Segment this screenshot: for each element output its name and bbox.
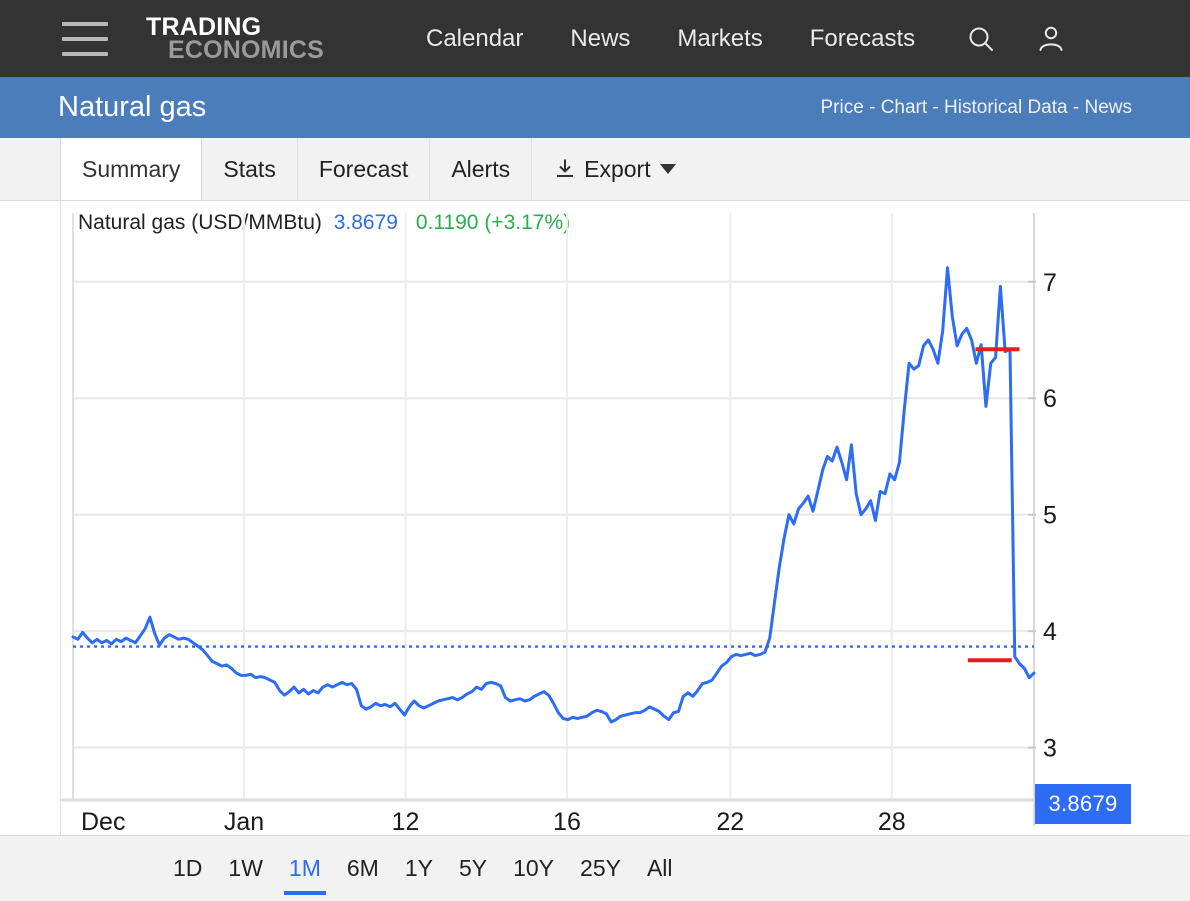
range-button-label: 1W [228,855,263,881]
range-button-label: All [646,855,673,881]
range-button-1w[interactable]: 1W [215,851,276,886]
chart-gridlines [61,213,1035,826]
chevron-down-icon [659,164,676,174]
nav-item-markets[interactable]: Markets [677,24,763,52]
tab-alerts[interactable]: Alerts [430,138,533,200]
svg-text:4: 4 [1043,618,1057,646]
hamburger-line [62,36,108,41]
breadcrumb: Price - Chart - Historical Data - News [821,97,1133,119]
price-line-chart[interactable]: 3 4 5 6 7 Dec Jan 12 16 22 28 [0,201,1190,835]
breadcrumb-separator: - [927,96,945,118]
tab-alerts-label: Alerts [451,155,511,182]
page-title: Natural gas [58,91,207,123]
nav-links: Calendar News Markets Forecasts [426,25,915,53]
page-header-bar: Natural gas Price - Chart - Historical D… [0,77,1190,138]
range-button-label: 1M [288,855,321,881]
time-range-bar: 1D 1W 1M 6M 1Y 5Y 10Y 25Y All [0,835,1190,901]
tab-summary-label: Summary [82,155,181,182]
svg-text:12: 12 [392,808,420,835]
tab-export-label: Export [584,155,651,182]
chart-panel: Natural gas (USD/MMBtu) 3.8679 0.1190 (+… [0,201,1190,835]
chart-left-gutter [0,201,61,835]
tab-bar: Summary Stats Forecast Alerts Export [0,138,1190,201]
chart-change-value: 0.1190 (+3.17%) [415,211,571,234]
nav-item-forecasts[interactable]: Forecasts [809,24,916,52]
range-button-25y[interactable]: 25Y [567,851,634,886]
chart-price-value: 3.8679 [333,211,398,234]
svg-text:22: 22 [716,808,744,835]
svg-text:16: 16 [553,808,581,835]
chart-instrument-label: Natural gas (USD/MMBtu) [78,211,322,234]
range-button-label: 25Y [580,855,621,881]
user-icon[interactable] [1035,23,1067,55]
logo-line-economics: ECONOMICS [168,35,324,64]
top-navigation-bar: TRADING ECONOMICS Calendar News Markets … [0,0,1190,77]
range-button-1d[interactable]: 1D [160,851,215,886]
range-button-1y[interactable]: 1Y [392,851,446,886]
hamburger-icon[interactable] [62,21,108,56]
hamburger-line [62,21,108,26]
tab-forecast-label: Forecast [318,155,409,182]
tab-forecast[interactable]: Forecast [298,138,431,200]
tab-bar-left-spacer [0,138,61,200]
chart-quote-header: Natural gas (USD/MMBtu) 3.8679 0.1190 (+… [78,211,570,235]
range-button-label: 1D [173,855,203,881]
range-button-label: 1Y [404,855,433,881]
svg-text:28: 28 [878,808,906,835]
current-price-badge: 3.8679 [1035,784,1131,824]
breadcrumb-historical-data[interactable]: Historical Data [944,96,1068,118]
nav-item-calendar[interactable]: Calendar [425,24,524,52]
nav-item-news[interactable]: News [570,24,631,52]
chart-x-axis-labels: Dec Jan 12 16 22 28 [81,808,906,835]
svg-text:Jan: Jan [224,808,264,835]
chart-red-markers [967,347,1020,663]
range-button-label: 5Y [458,855,488,881]
range-button-label: 10Y [513,855,555,881]
breadcrumb-news[interactable]: News [1084,96,1132,118]
range-button-5y[interactable]: 5Y [446,851,500,886]
chart-series-line [71,266,1036,724]
range-button-6m[interactable]: 6M [334,851,392,886]
breadcrumb-chart[interactable]: Chart [880,96,928,118]
time-range-buttons: 1D 1W 1M 6M 1Y 5Y 10Y 25Y All [0,836,1190,901]
chart-y-axis-labels: 3 4 5 6 7 [1028,269,1057,763]
hamburger-line [62,51,108,56]
tab-summary[interactable]: Summary [61,138,203,200]
tab-stats[interactable]: Stats [202,138,298,200]
search-icon[interactable] [965,23,997,55]
breadcrumb-separator: - [1067,96,1085,118]
site-logo[interactable]: TRADING ECONOMICS [146,12,324,64]
svg-text:7: 7 [1043,269,1057,297]
tab-stats-label: Stats [223,155,276,182]
tab-export[interactable]: Export [532,138,696,200]
nav-icons [965,23,1067,55]
download-icon [553,157,577,181]
breadcrumb-separator: - [863,96,881,118]
range-button-10y[interactable]: 10Y [500,851,567,886]
svg-text:5: 5 [1043,502,1057,530]
range-button-all[interactable]: All [634,851,686,886]
breadcrumb-price[interactable]: Price [820,96,864,118]
range-button-1m[interactable]: 1M [276,851,334,895]
svg-text:3: 3 [1043,735,1057,763]
range-button-label: 6M [346,855,379,881]
logo-line-trading: TRADING [146,12,262,41]
svg-text:Dec: Dec [81,808,125,835]
svg-text:6: 6 [1043,385,1057,413]
